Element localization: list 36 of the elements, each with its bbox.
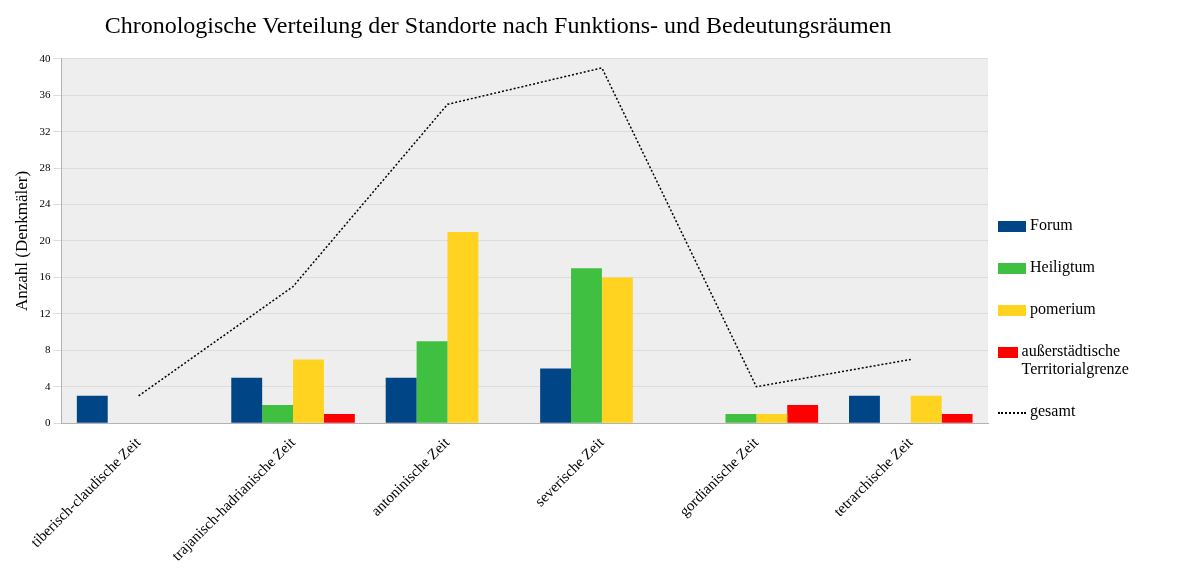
legend-label: gesamt xyxy=(1030,402,1076,420)
y-tick-label: 32 xyxy=(39,124,51,137)
bar xyxy=(323,414,355,423)
legend-label: außerstädtische Territorialgrenze xyxy=(1021,342,1130,378)
bar xyxy=(601,277,633,423)
legend-label: pomerium xyxy=(1030,300,1096,318)
bar xyxy=(910,395,942,423)
bar xyxy=(540,368,572,423)
chart-title: Chronologische Verteilung der Standorte nach Funktions- und Bedeutungsräumen xyxy=(104,11,892,38)
bar xyxy=(231,377,263,423)
y-tick-label: 8 xyxy=(44,343,51,356)
bar xyxy=(849,395,880,423)
y-tick-label: 20 xyxy=(39,233,51,246)
y-tick-label: 16 xyxy=(39,270,51,283)
y-tick-label: 0 xyxy=(44,416,51,429)
bar xyxy=(756,414,788,423)
bar xyxy=(447,231,479,423)
y-tick-label: 4 xyxy=(44,379,51,392)
legend-label: Heiligtum xyxy=(1030,258,1095,276)
bar xyxy=(725,414,757,423)
bar xyxy=(293,359,324,423)
y-tick-label: 24 xyxy=(39,197,51,210)
bar xyxy=(262,404,294,423)
bar xyxy=(787,404,819,423)
y-axis-title: Anzahl (Denkmäler) xyxy=(11,170,31,312)
y-tick-label: 12 xyxy=(39,306,51,319)
bar xyxy=(941,414,973,423)
y-tick-label: 28 xyxy=(39,161,51,173)
bar xyxy=(76,395,108,423)
bar xyxy=(416,341,448,423)
legend-label: Forum xyxy=(1030,216,1073,234)
y-tick-label: 40 xyxy=(39,51,51,64)
bar xyxy=(385,377,417,423)
y-tick-label: 36 xyxy=(39,88,51,101)
bar xyxy=(571,268,602,423)
line-series xyxy=(137,67,912,397)
